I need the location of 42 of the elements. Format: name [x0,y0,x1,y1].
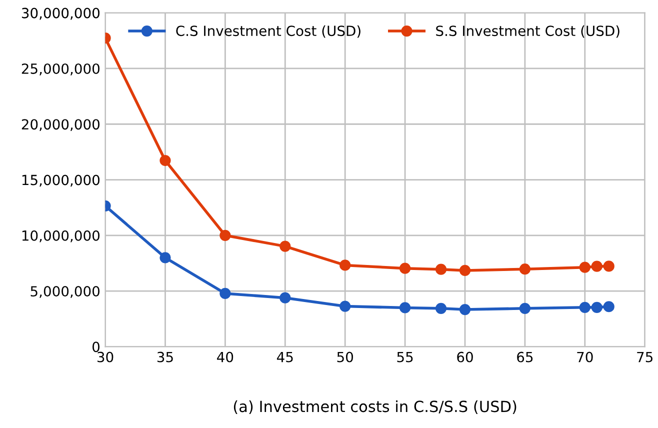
y-tick-label: 30,000,000 [22,8,100,20]
point [579,262,590,273]
point [519,302,530,314]
x-tick-label: 35 [157,352,173,362]
y-tick-label: 10,000,000 [22,230,100,242]
point [280,240,291,252]
x-tick-label: 30 [98,352,114,362]
point [459,304,471,316]
point [399,302,411,314]
point [435,302,447,314]
x-tick-label: 70 [577,352,593,362]
point [160,154,171,166]
x-tick-label: 40 [217,352,234,362]
point [220,288,231,300]
point [459,264,471,276]
text: (a) Investment costs in C.S/S.S (USD) [234,400,516,414]
point [340,260,351,271]
x-tick-label: 75 [637,352,652,362]
y-tick-label: 5,000,000 [30,286,100,298]
x-tick-label: 55 [397,352,413,362]
point [340,300,351,312]
point [603,260,614,272]
legend-label: C.S Investment Cost (USD) [176,25,360,38]
x-tick-label: 50 [337,352,353,362]
point [160,252,171,264]
point [603,301,614,312]
point [435,264,447,275]
x-tick-label: 45 [276,352,293,362]
point [579,302,590,313]
x-tick-label: 65 [517,352,533,362]
point [220,230,231,241]
point [280,292,291,304]
legend-label: S.S Investment Cost (USD) [436,25,620,38]
y-tick-label: 0 [92,342,100,352]
x-tick-label: 60 [457,352,473,362]
point [399,262,411,274]
point [519,264,530,275]
y-tick-label: 20,000,000 [22,119,100,132]
point [591,302,602,313]
point [591,260,602,272]
y-tick-label: 25,000,000 [22,63,100,76]
y-tick-label: 15,000,000 [22,174,100,187]
